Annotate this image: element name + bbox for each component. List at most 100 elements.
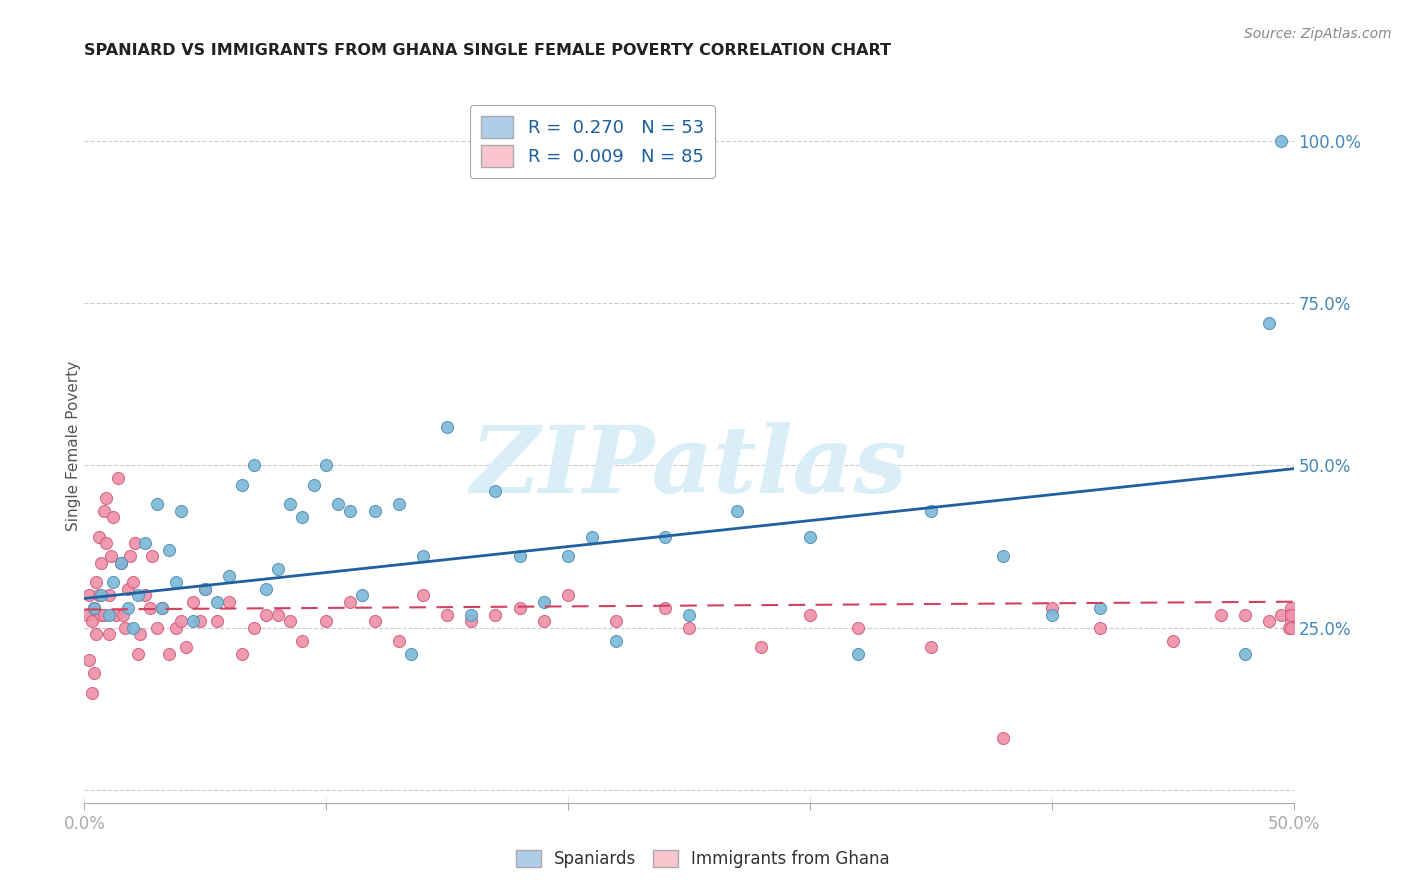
Point <box>363 614 385 628</box>
Point <box>231 647 253 661</box>
Point <box>87 588 110 602</box>
Point <box>129 627 152 641</box>
Point <box>654 601 676 615</box>
Point <box>388 633 411 648</box>
Point <box>181 614 204 628</box>
Point <box>751 640 773 654</box>
Point <box>412 549 434 564</box>
Point <box>328 497 350 511</box>
Point <box>77 653 100 667</box>
Point <box>218 568 240 582</box>
Point <box>97 627 120 641</box>
Point <box>97 588 120 602</box>
Point <box>1279 601 1302 615</box>
Point <box>165 621 187 635</box>
Point <box>94 491 117 505</box>
Point <box>114 621 136 635</box>
Point <box>278 614 301 628</box>
Point <box>93 607 115 622</box>
Point <box>194 582 217 596</box>
Point <box>254 582 277 596</box>
Point <box>190 614 212 628</box>
Point <box>557 588 579 602</box>
Point <box>654 530 676 544</box>
Point <box>100 549 122 564</box>
Point <box>218 595 240 609</box>
Point <box>412 588 434 602</box>
Point <box>170 504 193 518</box>
Point <box>484 607 506 622</box>
Y-axis label: Single Female Poverty: Single Female Poverty <box>66 361 80 531</box>
Point <box>165 575 187 590</box>
Point <box>1258 316 1281 330</box>
Point <box>315 458 337 473</box>
Point <box>124 536 146 550</box>
Point <box>533 595 555 609</box>
Point <box>97 607 120 622</box>
Point <box>181 595 204 609</box>
Point <box>533 614 555 628</box>
Point <box>83 601 105 615</box>
Point <box>678 621 700 635</box>
Point <box>107 471 129 485</box>
Text: SPANIARD VS IMMIGRANTS FROM GHANA SINGLE FEMALE POVERTY CORRELATION CHART: SPANIARD VS IMMIGRANTS FROM GHANA SINGLE… <box>84 43 891 58</box>
Point <box>150 601 173 615</box>
Point <box>363 504 385 518</box>
Point <box>388 497 411 511</box>
Point <box>117 582 139 596</box>
Point <box>460 614 482 628</box>
Point <box>83 666 105 681</box>
Point <box>86 575 108 590</box>
Point <box>76 607 98 622</box>
Point <box>352 588 374 602</box>
Point <box>1234 607 1257 622</box>
Point <box>1040 607 1063 622</box>
Point <box>121 575 143 590</box>
Point <box>436 419 458 434</box>
Point <box>1279 607 1302 622</box>
Point <box>134 588 156 602</box>
Point <box>146 621 169 635</box>
Point <box>846 621 869 635</box>
Point <box>121 621 143 635</box>
Point <box>112 607 135 622</box>
Point <box>110 556 132 570</box>
Point <box>1088 601 1111 615</box>
Point <box>242 458 264 473</box>
Point <box>339 595 361 609</box>
Point <box>146 497 169 511</box>
Point <box>1270 134 1292 148</box>
Point <box>339 504 361 518</box>
Point <box>157 647 180 661</box>
Point <box>127 647 149 661</box>
Point <box>194 582 217 596</box>
Point <box>1161 633 1184 648</box>
Point <box>117 601 139 615</box>
Point <box>605 633 627 648</box>
Point <box>86 627 108 641</box>
Point <box>460 607 482 622</box>
Point <box>104 607 127 622</box>
Point <box>920 640 942 654</box>
Point <box>1279 607 1302 622</box>
Point <box>678 607 700 622</box>
Point <box>90 556 112 570</box>
Point <box>509 601 531 615</box>
Point <box>254 607 277 622</box>
Point <box>725 504 748 518</box>
Point <box>80 614 103 628</box>
Point <box>157 542 180 557</box>
Point <box>170 614 193 628</box>
Point <box>993 549 1015 564</box>
Point <box>77 588 100 602</box>
Point <box>267 607 290 622</box>
Point <box>605 614 627 628</box>
Point <box>207 614 229 628</box>
Point <box>1209 607 1232 622</box>
Point <box>103 510 125 524</box>
Point <box>399 647 422 661</box>
Point <box>993 731 1015 745</box>
Point <box>557 549 579 564</box>
Point <box>1279 621 1302 635</box>
Text: ZIPatlas: ZIPatlas <box>471 423 907 512</box>
